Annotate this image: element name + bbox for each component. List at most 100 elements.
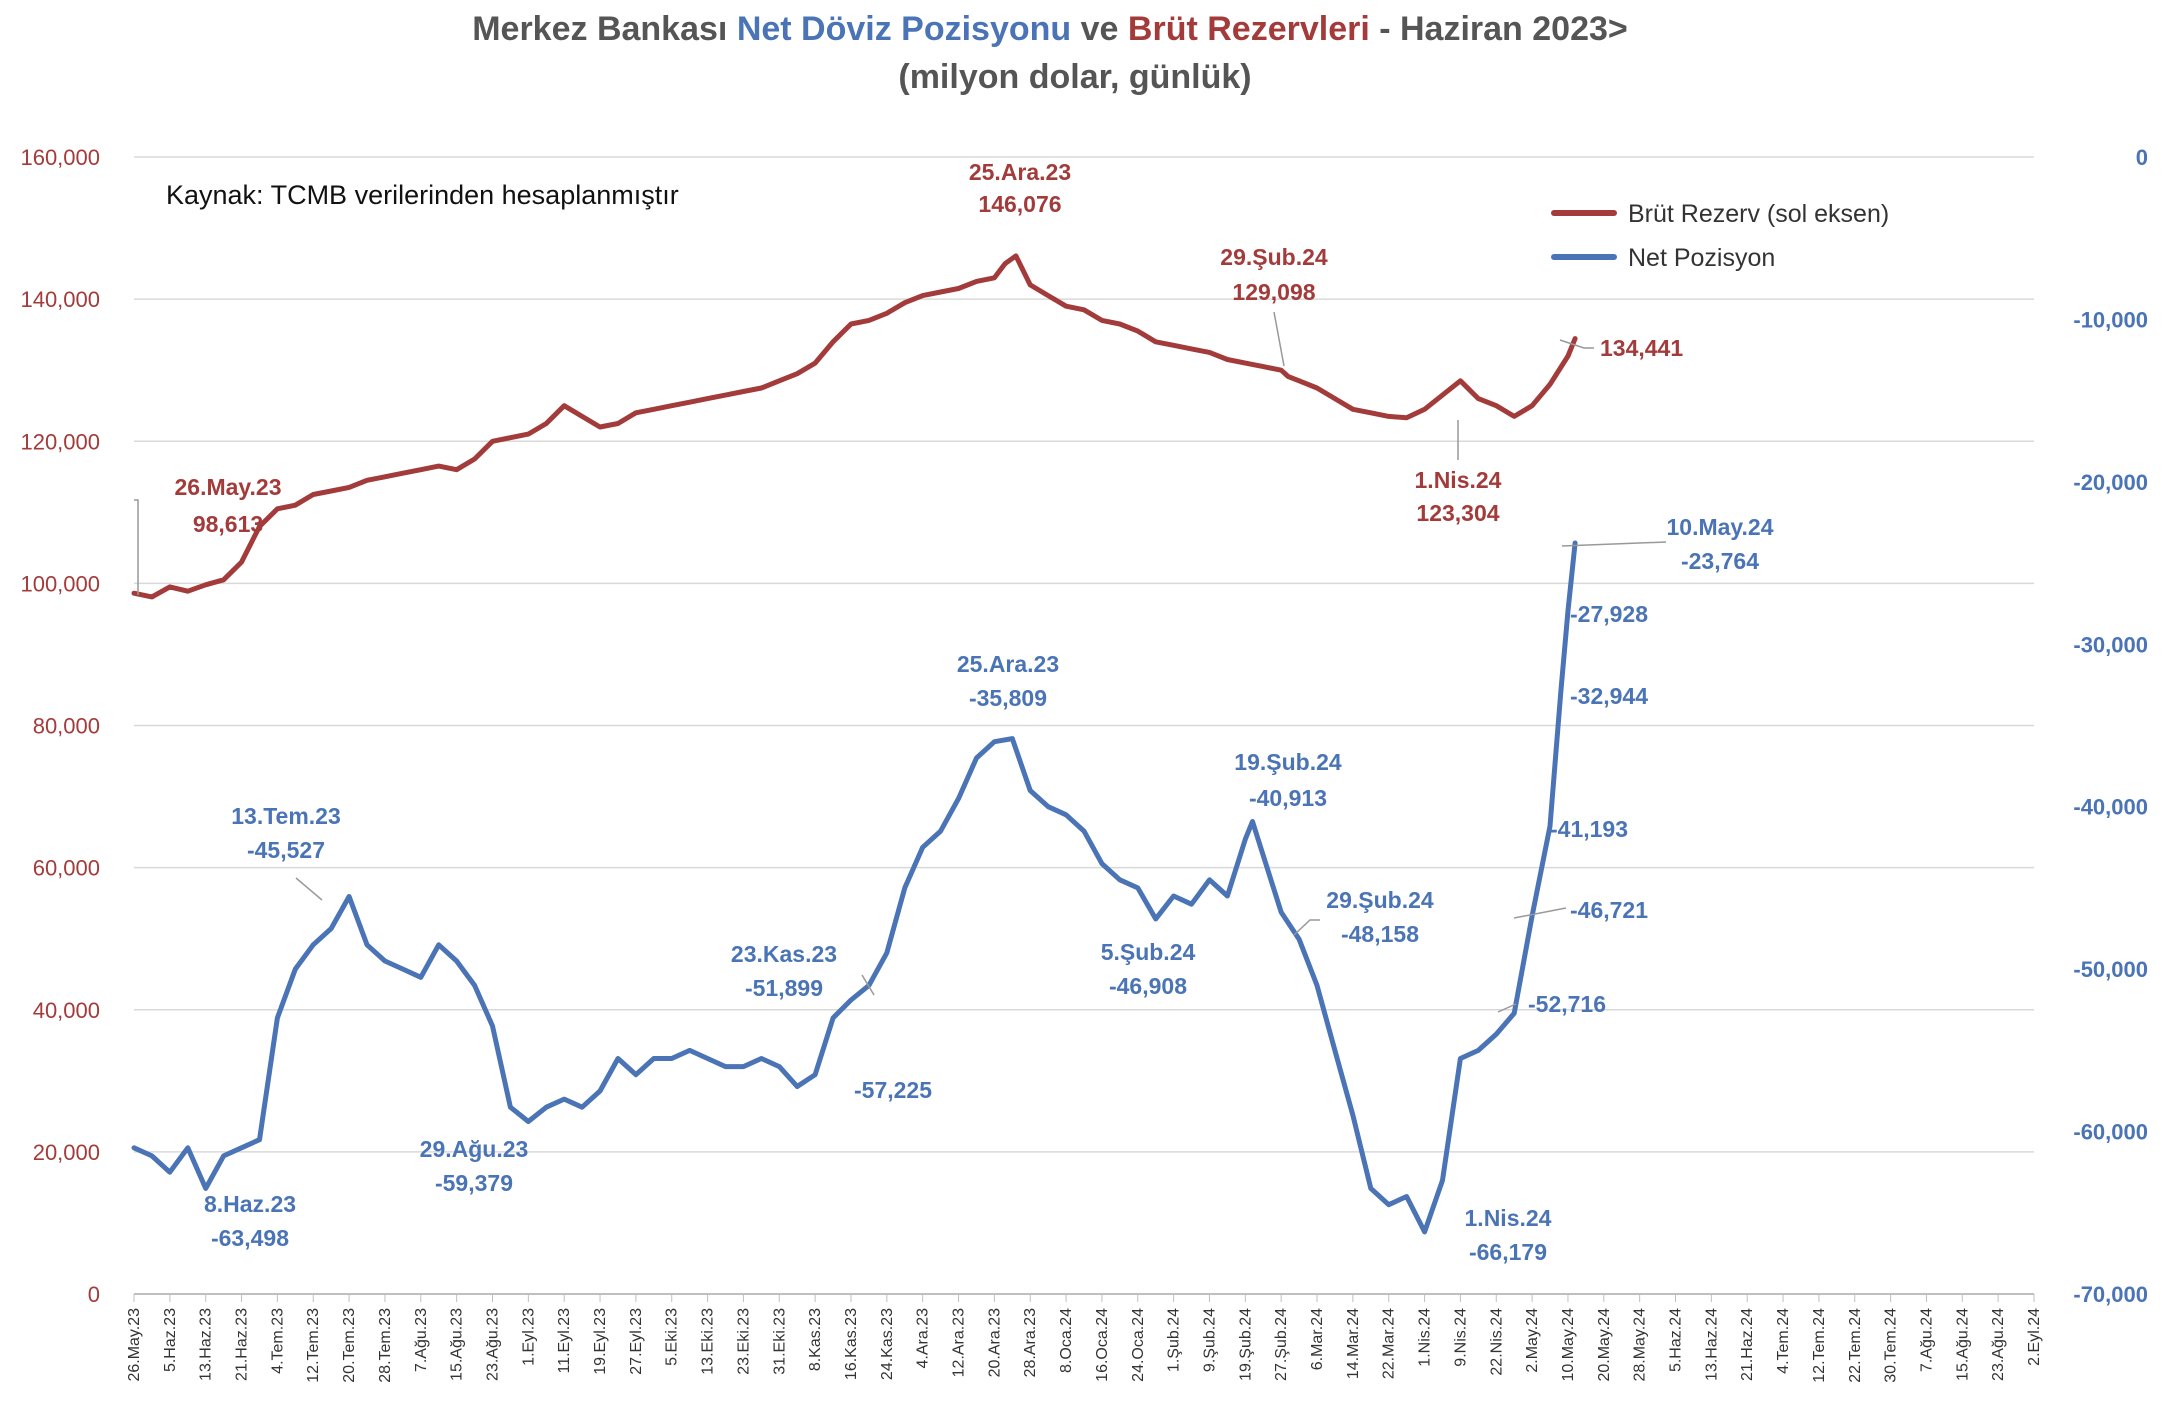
- leader-n4: [861, 974, 875, 996]
- x-tick-label: 28.Ara.23: [1022, 1308, 1039, 1377]
- x-tick-label: 9.Şub.24: [1201, 1308, 1218, 1372]
- left-tick-label: 160,000: [20, 145, 100, 170]
- x-tick-label: 22.Tem.24: [1847, 1308, 1864, 1383]
- source-note: Kaynak: TCMB verilerinden hesaplanmıştır: [166, 180, 679, 210]
- x-tick-label: 9.Nis.24: [1452, 1308, 1469, 1367]
- x-tick-label: 2.Eyl.24: [2026, 1308, 2043, 1366]
- chart-title: Merkez Bankası Net Döviz Pozisyonu ve Br…: [472, 10, 1628, 48]
- gridlines: [134, 156, 2034, 1295]
- x-tick-label: 4.Tem.23: [269, 1308, 286, 1374]
- leader-b3: [1273, 311, 1285, 367]
- x-tick-label: 1.Şub.24: [1166, 1308, 1183, 1372]
- leader-b1: [134, 499, 139, 595]
- annotation-n6-date: 25.Ara.23: [957, 651, 1059, 677]
- series-line-brut-rezerv: [131, 253, 1578, 600]
- annotation-b4-date: 1.Nis.24: [1415, 467, 1502, 493]
- right-tick-label: -30,000: [2073, 632, 2148, 657]
- leader-n15: [1513, 907, 1567, 919]
- annotations-brut: 26.May.23 98,613 25.Ara.23 146,076 29.Şu…: [175, 159, 1684, 537]
- x-tick-label: 12.Tem.24: [1811, 1308, 1828, 1383]
- chart-subtitle: (milyon dolar, günlük): [898, 58, 1251, 96]
- right-tick-label: -40,000: [2073, 795, 2148, 820]
- annotation-n3-value: -59,379: [435, 1170, 513, 1196]
- x-tick-label: 2.May.24: [1524, 1308, 1541, 1373]
- left-tick-label: 100,000: [20, 571, 100, 596]
- title-part-3: ve: [1071, 10, 1128, 48]
- x-tick-label: 5.Haz.23: [162, 1308, 179, 1372]
- annotation-n13-value: -32,944: [1570, 683, 1648, 709]
- annotation-n8-date: 5.Şub.24: [1101, 939, 1196, 965]
- annotation-n10-date: 1.Nis.24: [1465, 1205, 1552, 1231]
- right-tick-label: 0: [2136, 145, 2148, 170]
- x-tick-label: 12.Tem.23: [305, 1308, 322, 1383]
- x-tick-label: 24.Oca.24: [1130, 1308, 1147, 1382]
- x-tick-label: 11.Eyl.23: [556, 1308, 573, 1374]
- legend: Brüt Rezerv (sol eksen) Net Pozisyon: [1551, 200, 1889, 272]
- left-tick-label: 20,000: [33, 1140, 100, 1165]
- x-tick-label: 5.Eki.23: [664, 1308, 681, 1366]
- x-tick-label: 12.Ara.23: [951, 1308, 968, 1377]
- annotation-n3-date: 29.Ağu.23: [420, 1136, 529, 1162]
- annotation-n9-value: -48,158: [1341, 921, 1419, 947]
- annotation-n12-value: -27,928: [1570, 601, 1648, 627]
- right-tick-label: -20,000: [2073, 470, 2148, 495]
- x-tick-label: 27.Eyl.23: [628, 1308, 645, 1375]
- x-tick-label: 15.Ağu.23: [449, 1308, 466, 1381]
- x-tick-label: 16.Kas.23: [843, 1308, 860, 1380]
- annotation-b1-date: 26.May.23: [175, 474, 282, 500]
- legend-brut-label: Brüt Rezerv (sol eksen): [1628, 200, 1889, 228]
- x-tick-label: 27.Şub.24: [1273, 1308, 1290, 1381]
- annotation-n4-date: 23.Kas.23: [731, 941, 837, 967]
- annotation-n7-date: 19.Şub.24: [1234, 749, 1342, 775]
- x-tick-label: 1.Eyl.23: [520, 1308, 537, 1366]
- x-tick-label: 14.Mar.24: [1345, 1308, 1362, 1379]
- title-part-net: Net Döviz Pozisyonu: [737, 10, 1071, 48]
- leader-n1: [295, 877, 323, 901]
- x-tick-label: 22.Mar.24: [1381, 1308, 1398, 1379]
- x-tick-label: 22.Nis.24: [1488, 1308, 1505, 1376]
- leader-b5: [1559, 339, 1594, 349]
- annotation-n5-value: -57,225: [854, 1077, 932, 1103]
- annotation-b4-value: 123,304: [1416, 500, 1499, 526]
- x-tick-label: 23.Ağu.24: [1990, 1308, 2007, 1381]
- x-tick-label: 28.May.24: [1632, 1308, 1649, 1382]
- left-tick-label: 120,000: [20, 429, 100, 454]
- annotation-b2-date: 25.Ara.23: [969, 159, 1071, 185]
- x-tick-label: 19.Şub.24: [1237, 1308, 1254, 1381]
- annotation-n16-value: -52,716: [1528, 991, 1606, 1017]
- right-tick-label: -70,000: [2073, 1282, 2148, 1307]
- legend-net-label: Net Pozisyon: [1628, 244, 1775, 272]
- annotation-n2-date: 8.Haz.23: [204, 1191, 296, 1217]
- x-tick-label: 24.Kas.23: [879, 1308, 896, 1380]
- right-tick-label: -10,000: [2073, 307, 2148, 332]
- x-tick-label: 13.Eki.23: [700, 1308, 717, 1375]
- left-tick-label: 60,000: [33, 856, 100, 881]
- x-tick-label: 4.Ara.23: [915, 1308, 932, 1369]
- annotation-n8-value: -46,908: [1109, 973, 1187, 999]
- series-line-net-pozisyon: [131, 540, 1578, 1235]
- left-axis-ticks: 160,000 140,000 120,000 100,000 80,000 60,000…: [20, 145, 100, 1307]
- x-tick-label: 20.Ara.23: [986, 1308, 1003, 1377]
- annotation-n11-date: 10.May.24: [1667, 514, 1774, 540]
- x-tick-label: 20.May.24: [1596, 1308, 1613, 1382]
- annotation-n1-value: -45,527: [247, 837, 325, 863]
- x-tick-label: 28.Tem.23: [377, 1308, 394, 1383]
- annotation-n7-value: -40,913: [1249, 785, 1327, 811]
- leader-n9: [1293, 919, 1320, 936]
- right-tick-label: -50,000: [2073, 957, 2148, 982]
- x-tick-label: 31.Eki.23: [771, 1308, 788, 1375]
- x-tick-label: 16.Oca.24: [1094, 1308, 1111, 1382]
- x-tick-label: 21.Haz.23: [234, 1308, 251, 1381]
- x-tick-label: 20.Tem.23: [341, 1308, 358, 1383]
- title-part-1: Merkez Bankası: [472, 10, 737, 48]
- annotation-n2-value: -63,498: [211, 1225, 289, 1251]
- x-tick-label: 23.Eki.23: [735, 1308, 752, 1375]
- leader-n11: [1561, 541, 1667, 547]
- annotations-net: 13.Tem.23 -45,527 8.Haz.23 -63,498 29.Ağ…: [204, 514, 1774, 1265]
- left-tick-label: 40,000: [33, 998, 100, 1023]
- annotation-n15-value: -46,721: [1570, 897, 1648, 923]
- x-tick-label: 10.May.24: [1560, 1308, 1577, 1382]
- x-tick-label: 21.Haz.24: [1739, 1308, 1756, 1381]
- x-tick-label: 4.Tem.24: [1775, 1308, 1792, 1374]
- x-tick-label: 13.Haz.24: [1703, 1308, 1720, 1381]
